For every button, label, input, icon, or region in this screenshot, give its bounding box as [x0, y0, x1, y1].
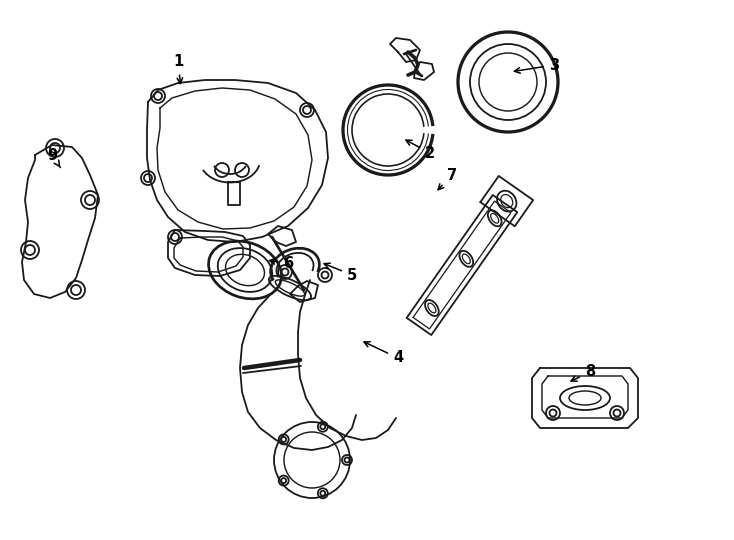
Circle shape [281, 478, 286, 483]
Circle shape [320, 491, 325, 496]
Text: 2: 2 [406, 140, 435, 160]
Circle shape [344, 457, 349, 462]
Text: 5: 5 [324, 263, 357, 282]
Text: 3: 3 [515, 57, 559, 73]
Text: 7: 7 [438, 167, 457, 190]
Text: 4: 4 [364, 342, 403, 366]
Text: 9: 9 [47, 147, 60, 167]
Circle shape [281, 437, 286, 442]
Text: 8: 8 [571, 364, 595, 381]
Text: 6: 6 [269, 255, 293, 271]
Circle shape [320, 424, 325, 429]
Text: 1: 1 [173, 55, 183, 84]
